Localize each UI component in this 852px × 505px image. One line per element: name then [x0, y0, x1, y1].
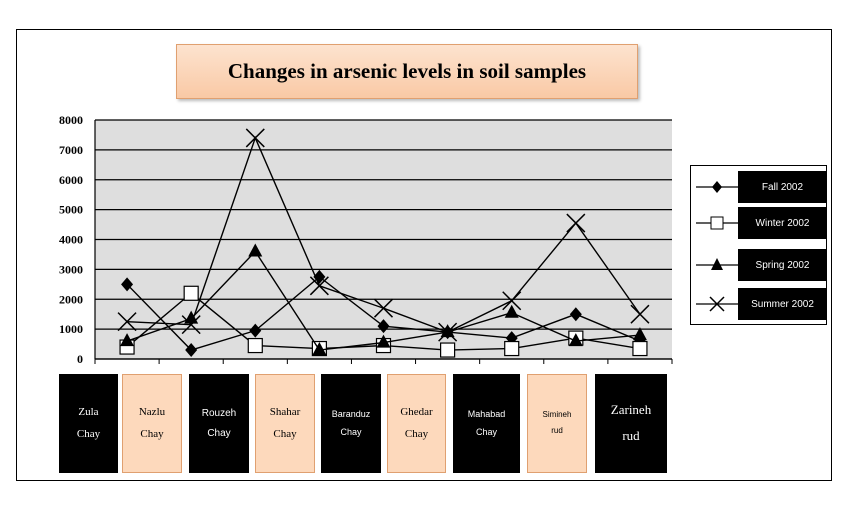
- category-line1: Zula: [78, 406, 99, 419]
- data-point: [120, 333, 135, 347]
- legend-marker: [696, 216, 738, 230]
- x-category-label: Nazlu Chay: [122, 374, 182, 473]
- data-point: [117, 312, 137, 332]
- category-line1: Zarineh: [610, 402, 652, 418]
- category-line1: Baranduz: [331, 408, 371, 419]
- y-tick-label: 7000: [59, 143, 83, 157]
- data-point: [568, 333, 583, 347]
- data-point: [504, 304, 519, 318]
- legend-marker-shape: [709, 296, 725, 312]
- x-category-label: Ghedar Chay: [387, 374, 446, 473]
- category-line1: Mahabad: [467, 408, 506, 419]
- y-tick-label: 4000: [59, 233, 83, 247]
- category-line2: Chay: [404, 428, 429, 441]
- data-point: [502, 291, 522, 311]
- chart-title-box: Changes in arsenic levels in soil sample…: [176, 44, 638, 99]
- legend-marker-shape: [710, 216, 724, 230]
- legend-label: Fall 2002: [738, 171, 827, 203]
- data-point: [440, 342, 456, 358]
- legend-label: Spring 2002: [738, 249, 827, 281]
- y-tick-label: 1000: [59, 322, 83, 336]
- data-point: [185, 343, 198, 358]
- x-category-label: Simineh rud: [527, 374, 587, 473]
- data-point: [312, 342, 327, 356]
- data-point: [121, 277, 134, 292]
- data-point: [438, 322, 458, 342]
- legend-marker: [696, 296, 738, 312]
- data-point: [183, 285, 199, 301]
- data-point: [248, 243, 263, 257]
- data-point: [373, 298, 394, 318]
- data-point: [504, 340, 520, 357]
- data-point: [376, 334, 391, 348]
- data-point: [569, 307, 582, 322]
- data-point: [181, 315, 201, 335]
- category-line2: Chay: [340, 426, 362, 437]
- data-point: [309, 276, 329, 296]
- legend-marker: [696, 181, 738, 193]
- chart-title: Changes in arsenic levels in soil sample…: [227, 59, 587, 83]
- legend-marker-shape: [712, 181, 722, 193]
- legend-label: Summer 2002: [738, 288, 827, 320]
- data-point: [440, 324, 455, 338]
- category-line2: Chay: [475, 426, 497, 437]
- data-point: [632, 340, 648, 357]
- y-tick-label: 6000: [59, 173, 83, 187]
- category-line1: Simineh: [542, 410, 572, 420]
- category-line2: rud: [551, 426, 563, 436]
- data-point: [630, 304, 650, 324]
- y-tick-label: 0: [77, 352, 83, 366]
- y-tick-label: 3000: [59, 262, 83, 276]
- data-point: [566, 213, 586, 233]
- y-tick-label: 8000: [59, 113, 83, 127]
- x-category-label: Mahabad Chay: [453, 374, 520, 473]
- category-line2: Chay: [140, 428, 164, 441]
- data-point: [632, 327, 647, 341]
- data-point: [245, 128, 265, 148]
- category-line1: Rouzeh: [201, 408, 237, 419]
- y-tick-label: 5000: [59, 203, 83, 217]
- category-line2: Chay: [207, 428, 231, 439]
- legend-label: Winter 2002: [738, 207, 827, 239]
- category-line1: Ghedar: [400, 406, 433, 419]
- x-category-label: Zarineh rud: [595, 374, 667, 473]
- category-line1: Nazlu: [138, 406, 166, 419]
- x-category-label: Rouzeh Chay: [189, 374, 249, 473]
- data-point: [249, 323, 262, 338]
- category-line2: Chay: [76, 428, 101, 441]
- data-point: [377, 319, 390, 334]
- x-category-label: Shahar Chay: [255, 374, 315, 473]
- legend-marker-shape: [711, 258, 723, 270]
- data-point: [247, 337, 263, 354]
- category-line2: Chay: [273, 428, 297, 441]
- x-category-label: Baranduz Chay: [321, 374, 381, 473]
- category-line1: Shahar: [269, 406, 301, 419]
- category-line2: rud: [622, 428, 640, 444]
- legend-marker: [696, 258, 738, 270]
- x-category-label: Zula Chay: [59, 374, 118, 473]
- y-tick-label: 2000: [59, 292, 83, 306]
